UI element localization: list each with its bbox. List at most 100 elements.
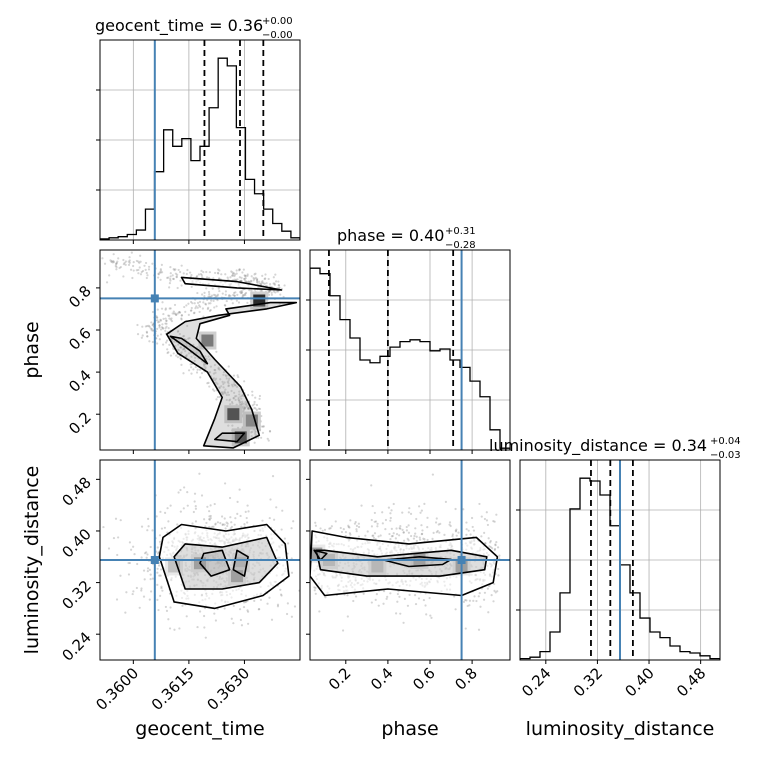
sample-point [189, 363, 192, 366]
sample-point [158, 338, 161, 341]
sample-point [203, 291, 206, 294]
sample-point [231, 274, 234, 277]
sample-point [211, 388, 215, 391]
sample-point [444, 500, 448, 503]
sample-point [140, 556, 143, 559]
sample-point [137, 272, 140, 275]
sample-point [138, 266, 141, 269]
sample-point [436, 529, 439, 533]
sample-point [470, 516, 474, 520]
sample-point [467, 529, 470, 532]
histogram-phase [310, 267, 510, 450]
sample-point [242, 294, 246, 297]
contour-level-1 [165, 301, 298, 449]
sample-point [389, 592, 392, 595]
sample-point [455, 534, 458, 537]
sample-point [224, 388, 227, 391]
sample-point [225, 377, 228, 380]
sample-point [237, 399, 241, 402]
sample-point [229, 403, 232, 406]
sample-point [224, 293, 227, 296]
sample-point [236, 500, 239, 503]
sample-point [215, 305, 218, 308]
sample-point [223, 517, 226, 520]
sample-point [225, 393, 228, 397]
sample-point [168, 307, 171, 310]
x-tick-label-geocent_time: 0.3630 [203, 664, 253, 714]
sample-point [194, 307, 197, 310]
sample-point [184, 354, 188, 358]
sample-point [191, 522, 194, 525]
sample-point [187, 369, 191, 372]
sample-point [192, 510, 195, 514]
sample-point [182, 335, 185, 338]
sample-point [198, 300, 202, 303]
sample-point [257, 407, 260, 410]
sample-point [229, 294, 232, 298]
sample-point [245, 516, 248, 520]
sample-point [156, 598, 159, 601]
sample-point [175, 275, 178, 278]
sample-point [216, 299, 219, 302]
sample-point [229, 516, 232, 519]
sample-point [115, 262, 118, 265]
sample-point [179, 358, 183, 361]
sample-point [244, 279, 247, 282]
sample-point [122, 275, 125, 278]
sample-point [169, 318, 172, 321]
sample-point [203, 518, 206, 521]
sample-point [371, 534, 374, 537]
sample-point [414, 602, 418, 606]
sample-point [165, 609, 169, 612]
sample-point [168, 314, 171, 317]
sample-point [195, 305, 198, 308]
sample-point [235, 385, 239, 388]
sample-point [208, 309, 212, 312]
sample-point [167, 276, 170, 279]
sample-point [172, 310, 175, 313]
sample-point [259, 282, 263, 285]
sample-point [243, 601, 246, 604]
sample-point [196, 306, 199, 309]
sample-point [190, 300, 193, 304]
sample-point [227, 382, 230, 385]
sample-point [193, 302, 196, 305]
sample-point [422, 537, 425, 540]
sample-point [232, 293, 235, 297]
sample-point [178, 627, 181, 630]
sample-point [223, 381, 226, 384]
sample-point [349, 519, 352, 522]
sample-point [168, 286, 171, 289]
sample-point [240, 397, 243, 400]
sample-point [221, 380, 224, 383]
sample-point [276, 290, 279, 293]
sample-point [146, 570, 149, 573]
sample-point [190, 309, 193, 312]
sample-point [346, 615, 349, 618]
sample-point [140, 336, 143, 339]
x-tick-label-luminosity_distance: 0.24 [518, 664, 554, 700]
sample-point [182, 334, 186, 338]
sample-point [112, 261, 115, 264]
sample-point [162, 312, 165, 316]
sample-point [149, 545, 152, 549]
sample-point [124, 263, 127, 266]
x-tick-label-phase: 0.6 [409, 664, 439, 694]
sample-point [119, 265, 122, 269]
sample-point [159, 574, 162, 577]
sample-point [275, 506, 278, 509]
sample-point [389, 516, 392, 520]
sample-point [208, 358, 211, 361]
sample-point [486, 587, 489, 590]
sample-point [140, 270, 143, 274]
sample-point [373, 511, 376, 515]
sample-point [374, 598, 377, 602]
sample-point [216, 294, 219, 298]
sample-point [237, 398, 240, 401]
sample-point [321, 529, 324, 532]
sample-point [418, 505, 421, 508]
sample-point [186, 324, 189, 328]
sample-point [194, 505, 197, 508]
sample-point [187, 313, 190, 316]
sample-point [232, 397, 235, 400]
